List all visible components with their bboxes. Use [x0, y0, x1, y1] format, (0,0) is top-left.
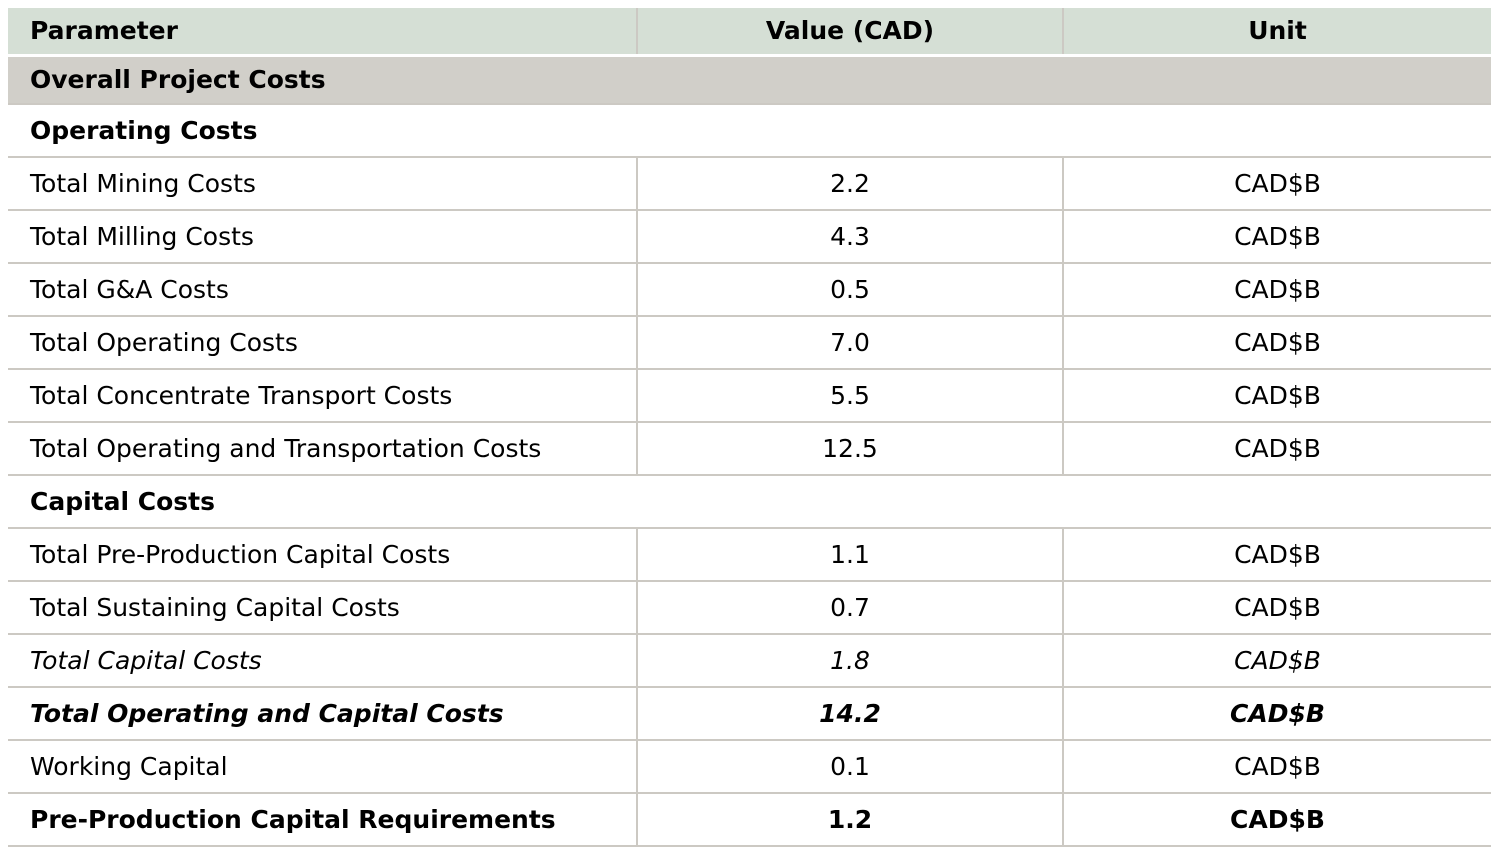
parameter-cell: Total G&A Costs — [8, 263, 637, 317]
table-row: Pre-Production Capital Requirements 1.2 … — [8, 793, 1491, 847]
table-row: Total Concentrate Transport Costs 5.5 CA… — [8, 369, 1491, 423]
value-cell: 1.1 — [636, 528, 1063, 582]
parameter-cell: Total Pre-Production Capital Costs — [8, 528, 637, 582]
table-row: Total Milling Costs 4.3 CAD$B — [8, 210, 1491, 264]
column-header-unit: Unit — [1062, 8, 1491, 56]
parameter-cell: Total Concentrate Transport Costs — [8, 369, 637, 423]
parameter-cell: Total Capital Costs — [8, 634, 637, 688]
unit-cell: CAD$B — [1062, 369, 1491, 423]
value-cell: 7.0 — [636, 316, 1063, 370]
unit-cell: CAD$B — [1062, 210, 1491, 264]
column-header-value: Value (CAD) — [636, 8, 1063, 56]
value-cell: 2.2 — [636, 157, 1063, 211]
parameter-cell: Total Milling Costs — [8, 210, 637, 264]
value-cell: 12.5 — [636, 422, 1063, 476]
parameter-cell: Total Operating and Transportation Costs — [8, 422, 637, 476]
unit-cell: CAD$B — [1062, 422, 1491, 476]
parameter-cell: Pre-Production Capital Requirements — [8, 793, 637, 847]
value-cell: 5.5 — [636, 369, 1063, 423]
value-cell: 0.7 — [636, 581, 1063, 635]
unit-cell: CAD$B — [1062, 316, 1491, 370]
table-row: Total Mining Costs 2.2 CAD$B — [8, 157, 1491, 211]
parameter-cell: Total Operating Costs — [8, 316, 637, 370]
unit-cell: CAD$B — [1062, 793, 1491, 847]
value-cell: 1.8 — [636, 634, 1063, 688]
section-title: Overall Project Costs — [8, 54, 1491, 105]
unit-cell: CAD$B — [1062, 157, 1491, 211]
parameter-cell: Total Operating and Capital Costs — [8, 687, 637, 741]
section-row-capital-costs: Capital Costs — [8, 475, 1491, 529]
unit-cell: CAD$B — [1062, 687, 1491, 741]
parameter-cell: Working Capital — [8, 740, 637, 794]
value-cell: 14.2 — [636, 687, 1063, 741]
unit-cell: CAD$B — [1062, 740, 1491, 794]
table-row: Total Sustaining Capital Costs 0.7 CAD$B — [8, 581, 1491, 635]
section-title: Capital Costs — [8, 475, 1491, 529]
value-cell: 1.2 — [636, 793, 1063, 847]
section-row-operating-costs: Operating Costs — [8, 104, 1491, 158]
value-cell: 0.5 — [636, 263, 1063, 317]
table-header-row: Parameter Value (CAD) Unit — [8, 8, 1491, 56]
table-row: Total Capital Costs 1.8 CAD$B — [8, 634, 1491, 688]
unit-cell: CAD$B — [1062, 528, 1491, 582]
section-row-overall-project-costs: Overall Project Costs — [8, 54, 1491, 105]
unit-cell: CAD$B — [1062, 634, 1491, 688]
section-title: Operating Costs — [8, 104, 1491, 158]
table-row: Working Capital 0.1 CAD$B — [8, 740, 1491, 794]
unit-cell: CAD$B — [1062, 581, 1491, 635]
parameter-cell: Total Mining Costs — [8, 157, 637, 211]
table-row: Total Operating Costs 7.0 CAD$B — [8, 316, 1491, 370]
unit-cell: CAD$B — [1062, 263, 1491, 317]
value-cell: 4.3 — [636, 210, 1063, 264]
value-cell: 0.1 — [636, 740, 1063, 794]
table-row: Total Operating and Transportation Costs… — [8, 422, 1491, 476]
column-header-parameter: Parameter — [8, 8, 637, 56]
parameter-cell: Total Sustaining Capital Costs — [8, 581, 637, 635]
table-row: Total G&A Costs 0.5 CAD$B — [8, 263, 1491, 317]
project-costs-table: Parameter Value (CAD) Unit Overall Proje… — [8, 8, 1491, 847]
table-row: Total Operating and Capital Costs 14.2 C… — [8, 687, 1491, 741]
table-row: Total Pre-Production Capital Costs 1.1 C… — [8, 528, 1491, 582]
